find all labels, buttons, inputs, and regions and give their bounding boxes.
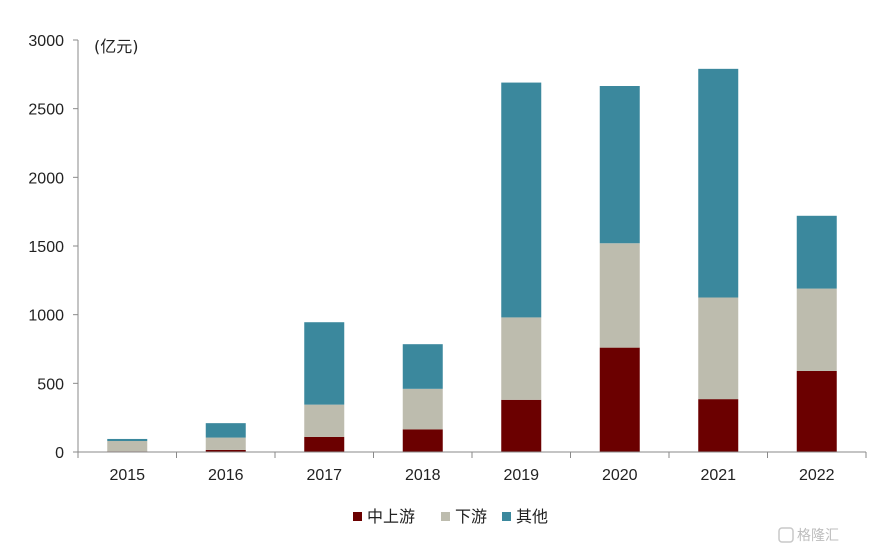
bar-segment xyxy=(796,288,837,371)
bar-segment xyxy=(796,370,837,452)
y-axis-unit-label: (亿元) xyxy=(94,37,139,56)
bar-segment xyxy=(599,347,640,452)
bar-segment xyxy=(205,437,246,450)
x-axis: 2015 2016 2017 2018 2019 2020 2021 2022 xyxy=(77,451,867,484)
x-tick-label: 2021 xyxy=(700,467,736,484)
bar-segment xyxy=(304,404,345,437)
y-tick-label: 0 xyxy=(55,445,64,462)
bars xyxy=(107,68,837,452)
y-axis: 0 500 1000 1500 2000 2500 3000 xyxy=(28,33,79,462)
legend: 中上游 下游 其他 xyxy=(353,507,548,526)
bar-segment xyxy=(205,423,246,438)
legend-label: 下游 xyxy=(455,507,487,526)
bar-segment xyxy=(107,438,148,442)
legend-label: 其他 xyxy=(516,507,548,526)
watermark-logo-icon xyxy=(778,527,794,543)
y-tick-label: 2000 xyxy=(28,170,64,187)
bar-segment xyxy=(402,344,443,389)
bar-segment xyxy=(698,68,739,298)
bar-segment xyxy=(698,297,739,400)
bar-segment xyxy=(501,399,542,452)
bar-segment xyxy=(304,322,345,405)
x-tick-label: 2016 xyxy=(208,467,244,484)
bar-segment xyxy=(599,86,640,244)
legend-swatch xyxy=(502,512,511,521)
bar-segment xyxy=(599,243,640,348)
legend-swatch xyxy=(441,512,450,521)
watermark-text: 格隆汇 xyxy=(797,528,839,544)
x-tick-label: 2020 xyxy=(602,467,638,484)
y-tick-label: 3000 xyxy=(28,33,64,50)
bar-segment xyxy=(402,429,443,452)
bar-segment xyxy=(501,82,542,318)
bar-segment xyxy=(402,388,443,430)
y-tick-label: 2500 xyxy=(28,102,64,119)
y-tick-label: 1000 xyxy=(28,308,64,325)
x-tick-label: 2022 xyxy=(799,467,835,484)
legend-label: 中上游 xyxy=(367,507,415,526)
bar-segment xyxy=(107,441,148,452)
bar-segment xyxy=(796,215,837,289)
bar-segment xyxy=(698,399,739,452)
x-tick-label: 2017 xyxy=(306,467,342,484)
bar-segment xyxy=(205,449,246,452)
bar-segment xyxy=(304,436,345,452)
x-tick-label: 2018 xyxy=(405,467,441,484)
legend-swatch xyxy=(353,512,362,521)
bar-segment xyxy=(501,317,542,400)
x-tick-label: 2015 xyxy=(109,467,145,484)
y-tick-label: 500 xyxy=(37,376,64,393)
y-tick-label: 1500 xyxy=(28,239,64,256)
watermark: 格隆汇 xyxy=(778,527,839,544)
x-tick-label: 2019 xyxy=(503,467,539,484)
